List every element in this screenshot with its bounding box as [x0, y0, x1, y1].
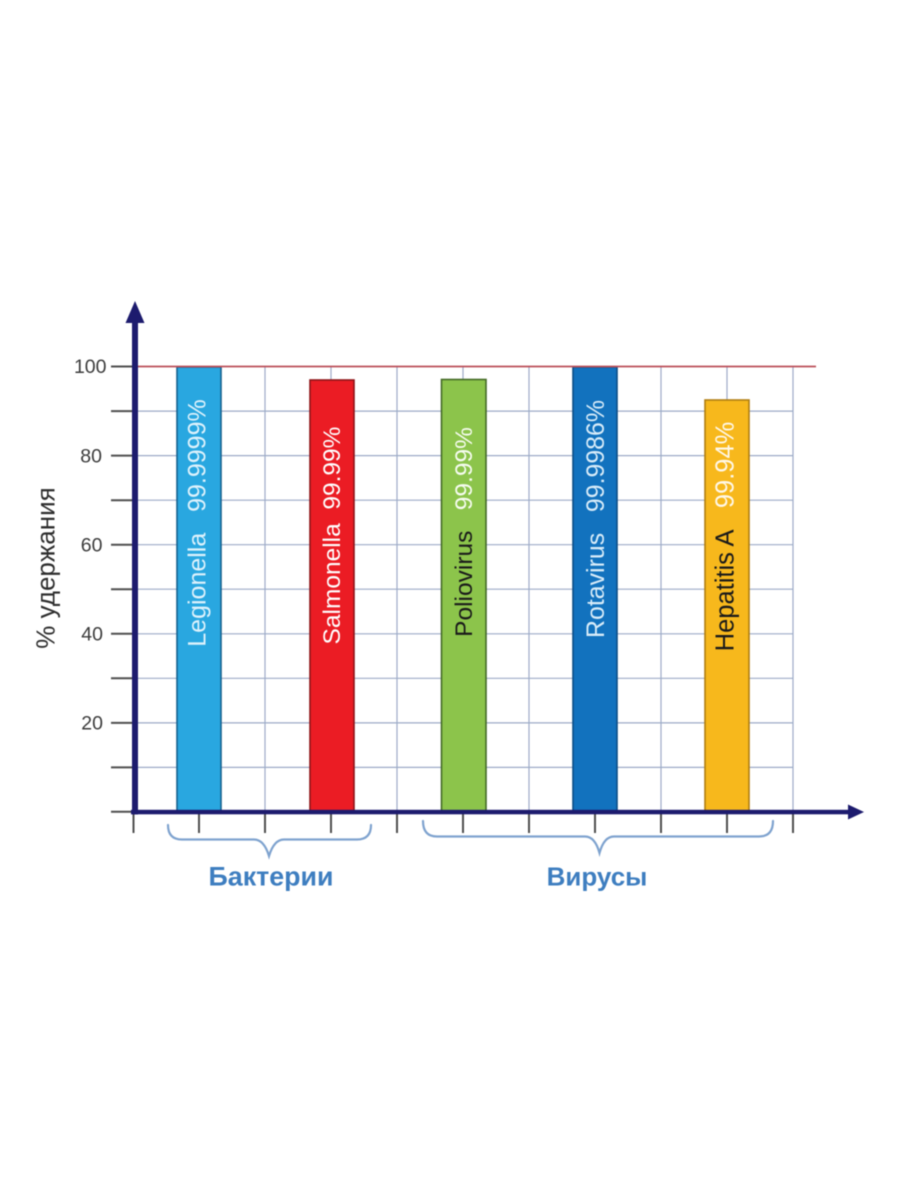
svg-text:Legionella 99.9999%: Legionella 99.9999% [184, 399, 212, 646]
svg-text:80: 80 [80, 445, 102, 467]
svg-text:Бактерии: Бактерии [209, 862, 334, 892]
svg-text:Poliovirus 99.99%: Poliovirus 99.99% [451, 427, 478, 637]
svg-text:Salmonella 99.99%: Salmonella 99.99% [319, 427, 346, 645]
svg-text:% удержания: % удержания [31, 487, 61, 648]
svg-text:Hepatitis A 99.94%: Hepatitis A 99.94% [712, 422, 740, 652]
svg-text:40: 40 [81, 624, 103, 646]
svg-text:20: 20 [81, 713, 103, 735]
svg-text:Вирусы: Вирусы [547, 862, 648, 892]
svg-text:60: 60 [81, 534, 103, 556]
svg-text:100: 100 [74, 356, 107, 378]
svg-text:Rotavirus 99.9986%: Rotavirus 99.9986% [582, 400, 610, 638]
